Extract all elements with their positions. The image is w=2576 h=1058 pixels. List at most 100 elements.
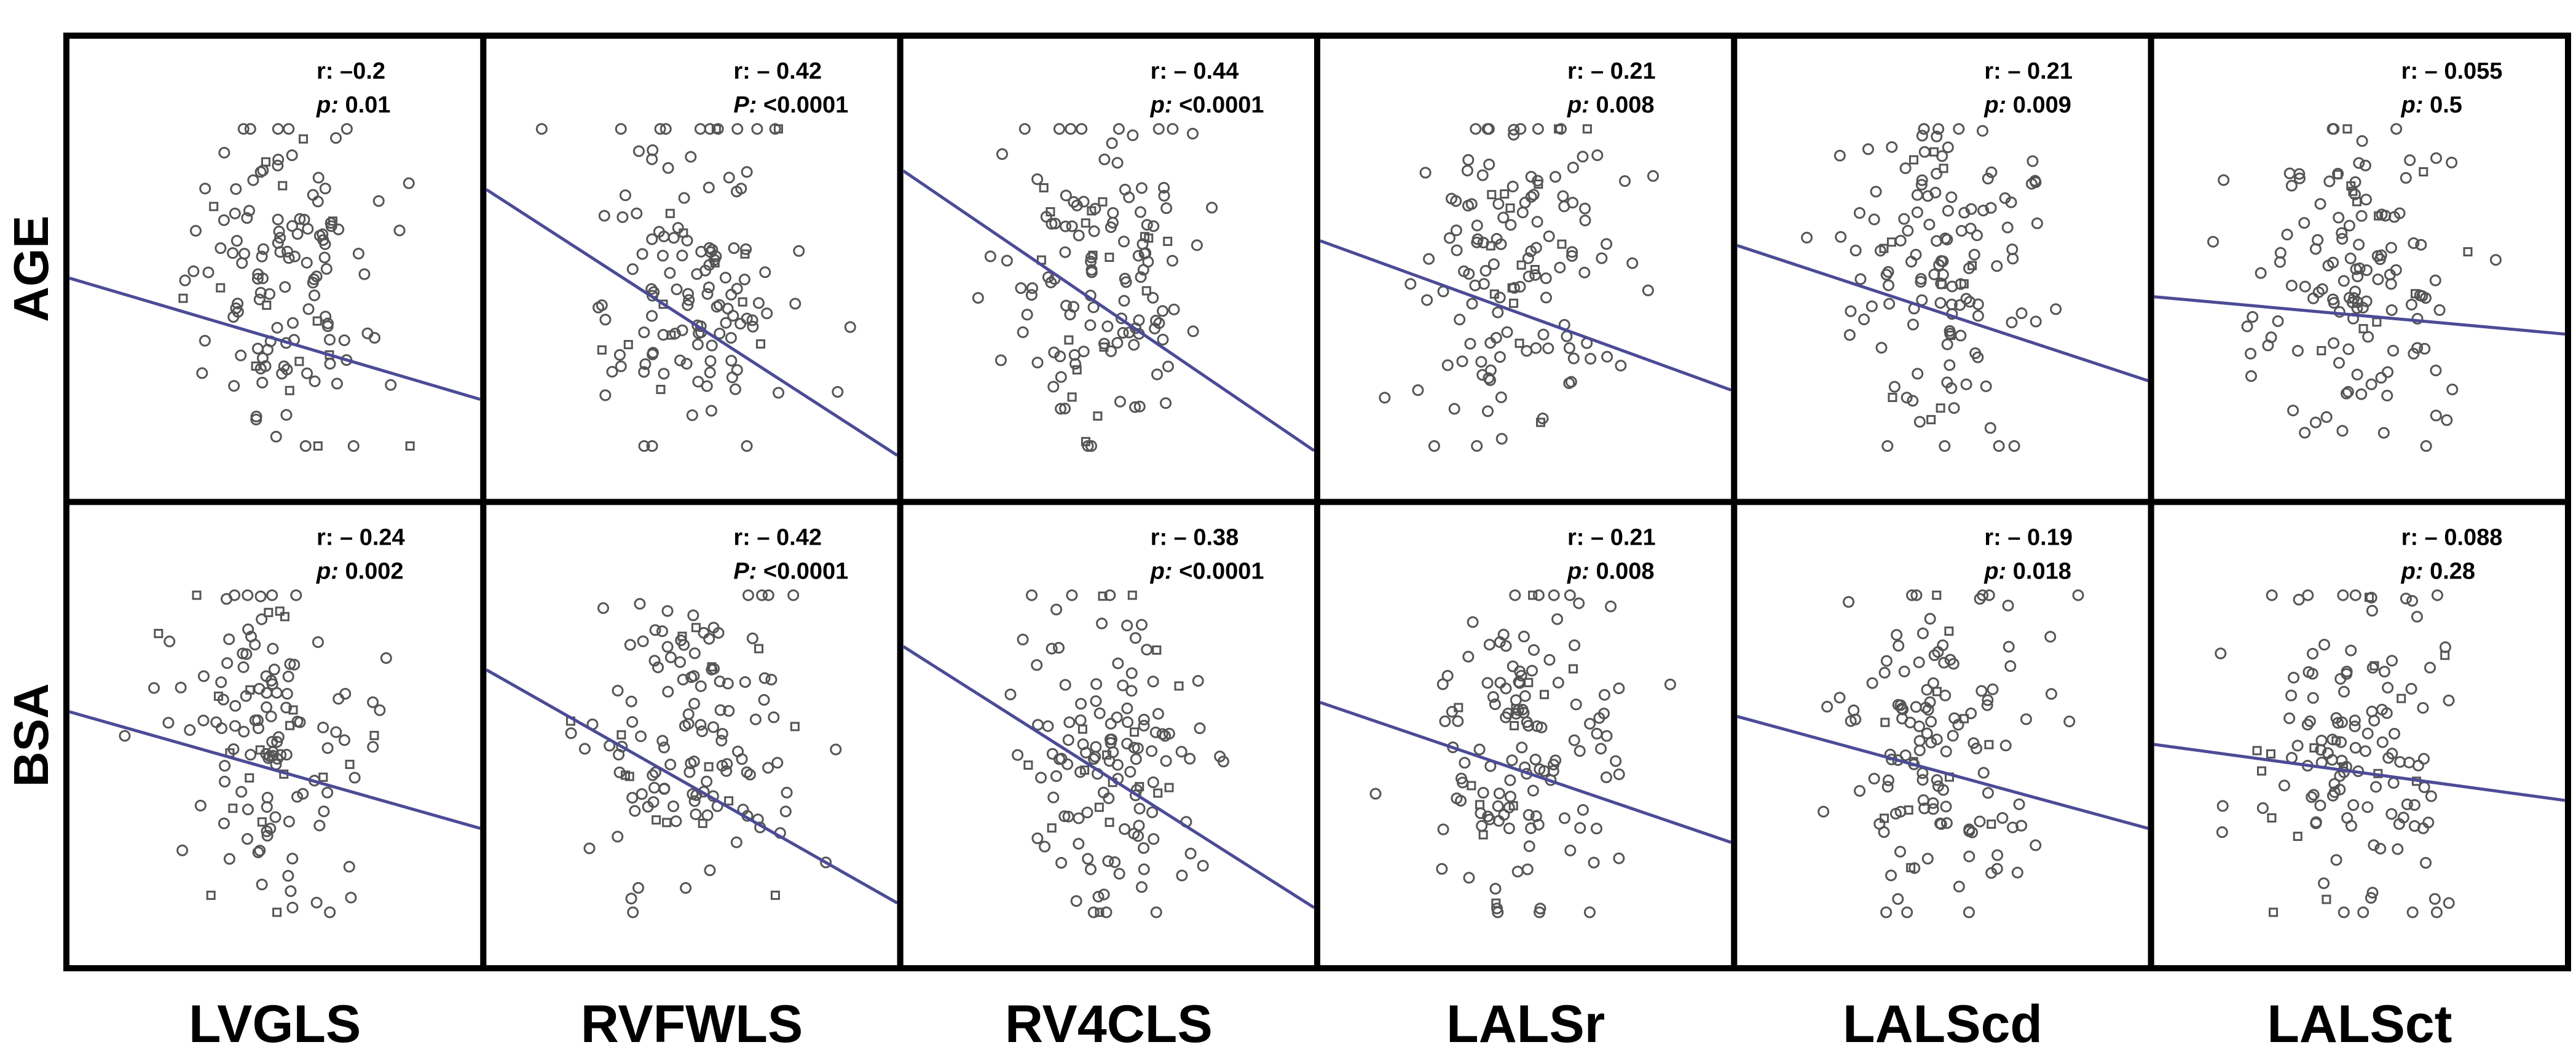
data-point xyxy=(1991,849,2004,861)
panel-frame xyxy=(480,499,904,971)
data-point xyxy=(661,605,674,617)
data-point xyxy=(1452,715,1464,727)
data-point xyxy=(313,819,326,832)
p-value: 0.01 xyxy=(345,92,390,118)
regression-line xyxy=(2154,743,2566,802)
data-point xyxy=(2274,256,2286,268)
data-point xyxy=(275,606,285,616)
data-point xyxy=(1451,244,1463,256)
data-point xyxy=(1093,411,1103,421)
data-point xyxy=(286,901,299,914)
data-point xyxy=(323,334,336,346)
data-point xyxy=(228,803,238,813)
data-point xyxy=(672,222,684,234)
data-point xyxy=(247,174,259,186)
data-point xyxy=(2411,342,2424,354)
data-point xyxy=(2443,897,2455,909)
data-point xyxy=(1527,189,1540,201)
data-point xyxy=(692,376,704,388)
data-point xyxy=(1098,197,1108,207)
data-point xyxy=(1525,171,1537,183)
data-point xyxy=(638,366,650,378)
data-point xyxy=(1527,644,1540,656)
data-point xyxy=(2389,727,2401,740)
r-value: – 0.19 xyxy=(2007,525,2073,551)
data-point xyxy=(1132,742,1144,754)
data-point xyxy=(1495,433,1508,445)
data-point xyxy=(178,293,188,303)
data-point xyxy=(2368,839,2380,851)
data-point xyxy=(749,713,762,725)
data-point xyxy=(1953,880,1965,893)
data-point xyxy=(1886,237,1896,247)
data-point xyxy=(283,123,295,135)
data-point xyxy=(1141,644,1153,656)
data-point xyxy=(1197,859,1209,872)
data-point xyxy=(1944,325,1956,337)
regression-line xyxy=(2154,295,2566,336)
data-point xyxy=(230,235,243,247)
data-point xyxy=(660,123,672,135)
data-point xyxy=(1931,130,1943,143)
data-point xyxy=(1130,322,1142,334)
data-point xyxy=(1128,339,1140,351)
data-point xyxy=(1146,745,1158,757)
p-key: P: xyxy=(733,559,763,585)
data-point xyxy=(1047,791,1060,803)
data-point xyxy=(1441,669,1454,682)
data-point xyxy=(1980,380,1992,392)
data-point xyxy=(2357,301,2369,314)
data-point xyxy=(680,358,693,370)
data-point xyxy=(2307,789,2320,801)
data-point xyxy=(1469,279,1481,291)
data-point xyxy=(2347,799,2360,811)
data-point xyxy=(1882,279,1894,291)
data-point xyxy=(2446,384,2459,396)
data-point xyxy=(1039,840,1051,853)
data-point xyxy=(682,299,694,311)
data-point xyxy=(1073,812,1085,824)
data-point xyxy=(1102,855,1114,867)
data-point xyxy=(1176,869,1188,882)
data-point xyxy=(2334,673,2347,685)
data-point xyxy=(1129,401,1141,413)
data-point xyxy=(2314,799,2326,811)
data-point xyxy=(242,589,254,601)
data-point xyxy=(1531,216,1543,228)
data-point xyxy=(1125,685,1138,697)
data-point xyxy=(653,226,665,238)
data-point xyxy=(714,328,726,340)
data-point xyxy=(756,589,768,601)
data-point xyxy=(1955,278,1967,290)
data-point xyxy=(2355,210,2368,222)
r-value: – 0.42 xyxy=(757,58,822,84)
data-point xyxy=(636,788,648,800)
data-point xyxy=(683,294,695,306)
data-point xyxy=(701,380,713,392)
p-value-annotation: P: <0.0001 xyxy=(733,559,848,585)
data-point xyxy=(1106,137,1118,149)
panel-age-rvfwls: r: – 0.42 P: <0.0001 xyxy=(480,33,904,505)
data-point xyxy=(288,705,298,715)
data-point xyxy=(2356,135,2368,147)
data-point xyxy=(1102,750,1112,760)
data-point xyxy=(2385,808,2398,820)
data-point xyxy=(2343,219,2355,232)
data-point xyxy=(235,786,248,798)
data-point xyxy=(1527,784,1539,797)
data-point xyxy=(317,721,329,733)
data-point xyxy=(1898,213,1910,225)
data-point xyxy=(2338,685,2350,698)
data-point xyxy=(2003,641,2015,653)
data-point xyxy=(2357,906,2369,918)
data-point xyxy=(1111,711,1123,724)
data-point xyxy=(282,870,294,882)
r-value-annotation: r: – 0.42 xyxy=(733,525,822,551)
data-point xyxy=(1588,856,1600,869)
data-point xyxy=(844,321,856,333)
data-point xyxy=(2287,405,2299,417)
data-point xyxy=(1167,123,1179,135)
panel-age-lalscd: r: – 0.21 p: 0.009 xyxy=(1731,33,2154,505)
data-point xyxy=(1090,741,1102,753)
data-point xyxy=(196,367,208,379)
